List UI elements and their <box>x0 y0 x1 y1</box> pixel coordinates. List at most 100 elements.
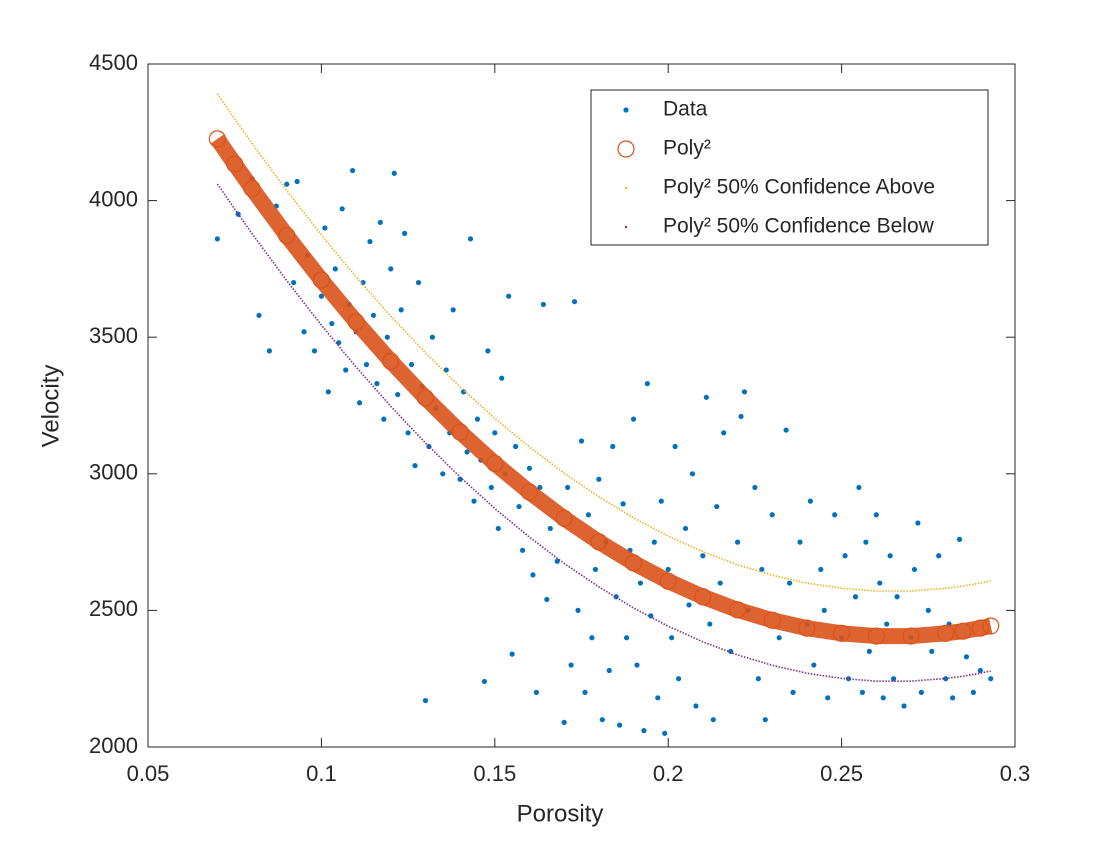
data-point <box>859 689 866 695</box>
legend-marker <box>624 186 628 190</box>
data-point <box>630 416 637 422</box>
data-point <box>620 501 626 507</box>
data-point <box>752 484 758 491</box>
data-point <box>776 635 782 641</box>
fit-marker <box>982 617 1000 635</box>
legend-marker <box>617 140 635 158</box>
data-point <box>509 651 515 657</box>
data-point <box>662 730 668 736</box>
data-point <box>863 539 869 545</box>
legend-label: Poly² <box>663 137 711 160</box>
data-point <box>513 443 519 450</box>
x-tick-label: 0.1 <box>306 761 337 786</box>
fit-marker <box>798 619 816 637</box>
data-point <box>925 607 931 614</box>
data-point <box>634 662 640 668</box>
data-point <box>832 512 838 518</box>
y-tick-label: 4500 <box>89 50 138 75</box>
data-point <box>530 572 536 578</box>
x-tick-label: 0.15 <box>473 761 516 786</box>
fit-marker <box>971 619 989 637</box>
fit-marker <box>937 624 955 642</box>
data-point <box>707 621 713 627</box>
data-point <box>845 676 852 682</box>
y-tick-label: 2500 <box>89 596 138 621</box>
data-point <box>318 293 324 299</box>
data-point <box>949 695 956 701</box>
data-point <box>481 678 487 685</box>
data-point <box>721 430 727 436</box>
fit-marker <box>728 601 747 619</box>
data-point <box>956 536 963 542</box>
x-axis-label: Porosity <box>517 800 604 827</box>
data-point <box>617 722 623 728</box>
data-point <box>988 676 994 682</box>
data-point <box>887 553 893 559</box>
fit-marker <box>208 130 226 148</box>
data-point <box>398 307 404 313</box>
fit-marker <box>243 179 261 198</box>
data-point <box>381 416 387 422</box>
data-point <box>717 580 723 586</box>
legend-marker <box>624 225 628 229</box>
data-point <box>464 449 470 455</box>
data-point <box>669 635 675 641</box>
data-point <box>755 676 761 682</box>
data-point <box>443 367 449 373</box>
fit-marker <box>416 389 435 407</box>
fit-marker <box>694 588 712 606</box>
data-point <box>703 394 709 400</box>
data-point <box>790 689 796 695</box>
data-point <box>676 676 682 682</box>
data-point <box>284 181 290 187</box>
data-point <box>568 662 574 668</box>
data-point <box>547 525 553 532</box>
data-point <box>360 279 366 286</box>
fit-marker <box>763 611 781 629</box>
data-point <box>710 717 716 723</box>
data-point <box>516 503 522 510</box>
data-point <box>492 430 498 436</box>
data-point <box>339 206 345 212</box>
legend-marker <box>623 107 629 113</box>
legend-box <box>590 89 989 246</box>
data-point <box>415 279 422 286</box>
data-point <box>891 676 897 682</box>
data-point <box>363 361 370 368</box>
data-point <box>571 299 578 305</box>
data-point <box>977 667 983 674</box>
legend-label: Data <box>663 98 708 121</box>
data-point <box>641 728 647 734</box>
x-tick-label: 0.3 <box>1000 761 1031 786</box>
data-point <box>488 484 494 491</box>
data-point <box>700 553 706 559</box>
legend: Data Poly² Poly² 50% Confidence Above Poly²… <box>590 89 989 246</box>
x-tick-label: 0.2 <box>653 761 684 786</box>
fit-marker <box>520 483 539 501</box>
data-point <box>762 717 768 723</box>
fit-marker <box>486 454 504 473</box>
data-point <box>610 443 616 450</box>
data-point <box>769 512 775 518</box>
data-point <box>689 471 696 477</box>
data-point <box>377 219 383 226</box>
data-point <box>332 266 338 272</box>
data-point <box>256 312 262 318</box>
data-point <box>783 427 789 433</box>
data-point <box>852 594 859 600</box>
data-point <box>402 230 408 236</box>
data-point <box>901 703 907 709</box>
data-point <box>450 307 456 313</box>
data-point <box>821 607 827 614</box>
data-point <box>592 566 598 573</box>
data-point <box>495 525 501 532</box>
data-point <box>467 236 474 242</box>
data-point <box>655 695 661 701</box>
data-point <box>561 719 567 726</box>
data-point <box>686 602 692 608</box>
data-point <box>422 697 429 704</box>
data-point <box>391 170 397 176</box>
data-point <box>440 471 446 477</box>
data-point <box>929 648 935 654</box>
data-point <box>485 348 491 354</box>
